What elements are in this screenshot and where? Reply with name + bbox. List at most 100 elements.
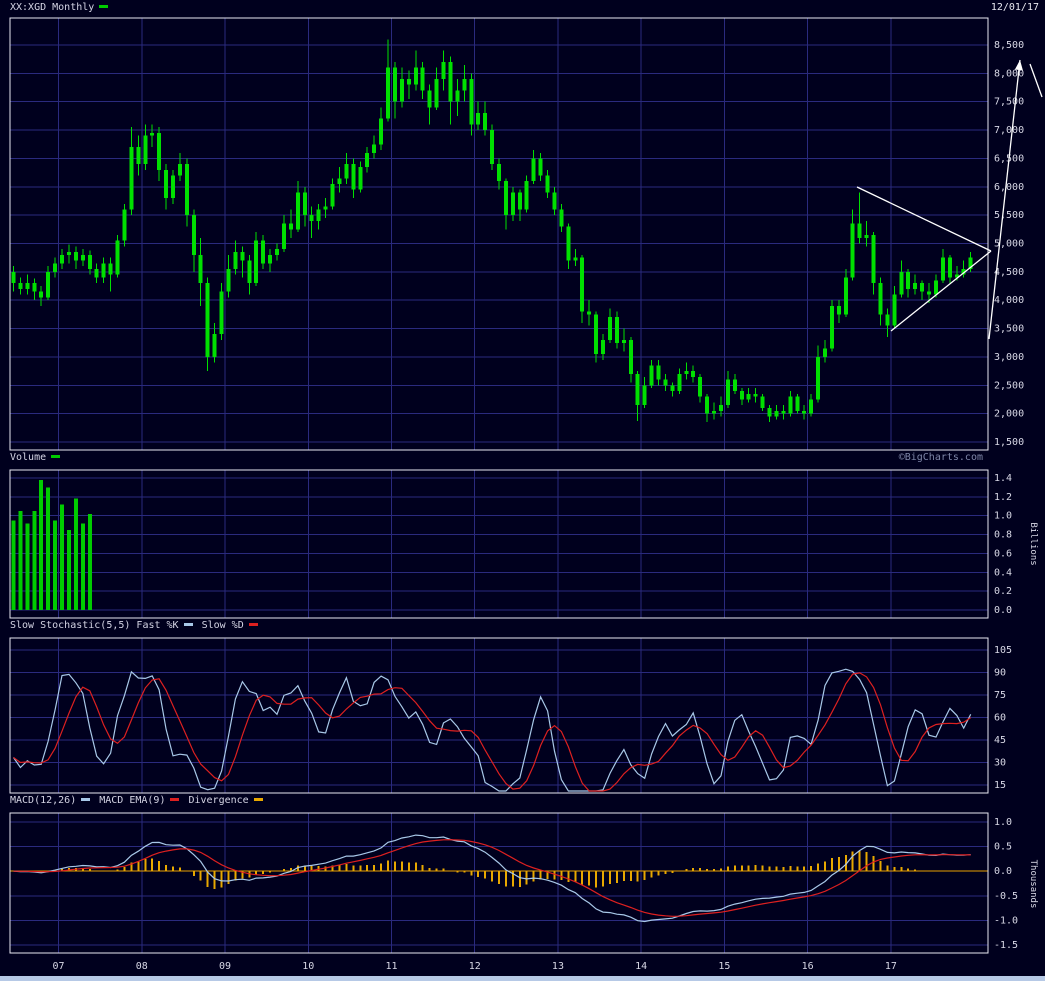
candle-body: [476, 113, 481, 125]
candle-body: [129, 147, 134, 210]
divergence-bar: [310, 866, 313, 872]
divergence-bar: [768, 866, 771, 872]
divergence-bar: [706, 868, 709, 872]
divergence-bar: [463, 871, 466, 873]
volume-axis-tick: 1.0: [994, 511, 1012, 522]
legend-label: Divergence: [188, 795, 249, 806]
candle-body: [87, 254, 92, 270]
macd-axis-tick: 0.5: [994, 842, 1012, 853]
legend-label: MACD EMA(9): [99, 795, 166, 806]
price-axis-tick: 7,000: [994, 125, 1024, 136]
volume-axis-tick: 0.2: [994, 586, 1012, 597]
divergence-bar: [151, 858, 154, 872]
x-axis-year-label: 16: [802, 961, 814, 972]
x-axis-year-label: 17: [885, 961, 897, 972]
candle-body: [587, 311, 592, 315]
volume-axis-tick: 0.8: [994, 530, 1012, 541]
divergence-bar: [560, 871, 563, 881]
candle-body: [843, 277, 848, 315]
candle-body: [53, 263, 58, 272]
stochastic-axis-tick: 15: [994, 780, 1006, 791]
volume-bar: [46, 487, 51, 610]
divergence-bar: [421, 864, 424, 872]
candle-body: [510, 192, 515, 216]
candle-body: [392, 67, 397, 102]
divergence-bar: [893, 867, 896, 872]
divergence-bar: [539, 871, 542, 880]
candle-body: [718, 405, 723, 411]
divergence-bar: [844, 855, 847, 872]
divergence-bar: [914, 869, 917, 872]
candle-body: [171, 175, 175, 199]
legend-swatch: [248, 623, 258, 626]
candle-body: [871, 234, 876, 284]
candle-body: [698, 376, 703, 397]
candle-body: [594, 314, 599, 355]
candle-body: [157, 132, 162, 170]
divergence-bar: [886, 865, 889, 872]
candle-body: [191, 215, 196, 255]
divergence-bar: [719, 868, 722, 872]
candle-body: [878, 283, 883, 315]
candle-body: [566, 226, 571, 261]
price-axis-tick: 6,000: [994, 182, 1024, 193]
candle-body: [892, 294, 897, 326]
candle-body: [275, 249, 280, 255]
candle-body: [947, 257, 952, 278]
candle-body: [788, 396, 793, 414]
divergence-bar: [137, 860, 140, 872]
candle-body: [559, 209, 564, 227]
candle-body: [448, 62, 453, 102]
divergence-bar: [324, 866, 327, 872]
price-axis-tick: 8,000: [994, 68, 1024, 79]
candle-body: [836, 305, 841, 315]
candle-body: [233, 252, 238, 270]
candle-body: [25, 283, 30, 289]
candle-body: [684, 371, 689, 374]
candle-body: [649, 365, 654, 386]
divergence-bar: [532, 871, 535, 882]
candle-body: [760, 396, 765, 408]
divergence-bar: [206, 871, 209, 887]
candle-body: [517, 192, 522, 210]
candle-body: [746, 393, 751, 400]
candle-body: [164, 169, 169, 199]
candle-body: [94, 269, 99, 278]
x-axis-year-label: 08: [136, 961, 148, 972]
divergence-bar: [428, 867, 431, 872]
candle-body: [802, 410, 807, 414]
volume-axis-tick: 1.2: [994, 492, 1012, 503]
divergence-bar: [525, 871, 528, 885]
candle-body: [816, 356, 821, 400]
divergence-bar: [796, 866, 799, 872]
candle-body: [434, 79, 439, 108]
candle-body: [809, 399, 814, 414]
candle-body: [413, 67, 418, 85]
divergence-bar: [872, 855, 875, 872]
candle-body: [497, 164, 501, 182]
candle-body: [677, 373, 682, 391]
divergence-bar: [907, 868, 910, 872]
divergence-bar: [803, 866, 806, 872]
x-axis-year-label: 09: [219, 961, 231, 972]
candle-body: [268, 254, 273, 264]
candle-body: [573, 257, 578, 261]
candle-body: [490, 130, 495, 165]
divergence-bar: [393, 861, 396, 872]
candle-body: [601, 339, 606, 355]
volume-axis-tick: 1.4: [994, 473, 1012, 484]
candle-body: [580, 257, 585, 312]
candle-body: [940, 257, 945, 281]
candle-body: [441, 62, 446, 80]
divergence-bar: [380, 863, 383, 872]
candle-body: [73, 252, 78, 261]
x-axis-year-label: 11: [385, 961, 397, 972]
divergence-bar: [220, 871, 223, 888]
candle-body: [483, 113, 488, 131]
divergence-bar: [269, 871, 272, 873]
volume-bar: [66, 529, 71, 610]
divergence-bar: [407, 862, 410, 872]
volume-bar: [53, 520, 58, 610]
x-axis-year-label: 07: [53, 961, 65, 972]
